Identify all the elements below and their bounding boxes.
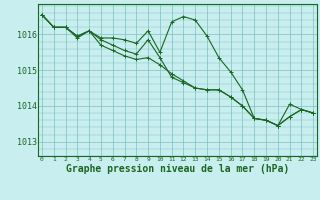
- X-axis label: Graphe pression niveau de la mer (hPa): Graphe pression niveau de la mer (hPa): [66, 164, 289, 174]
